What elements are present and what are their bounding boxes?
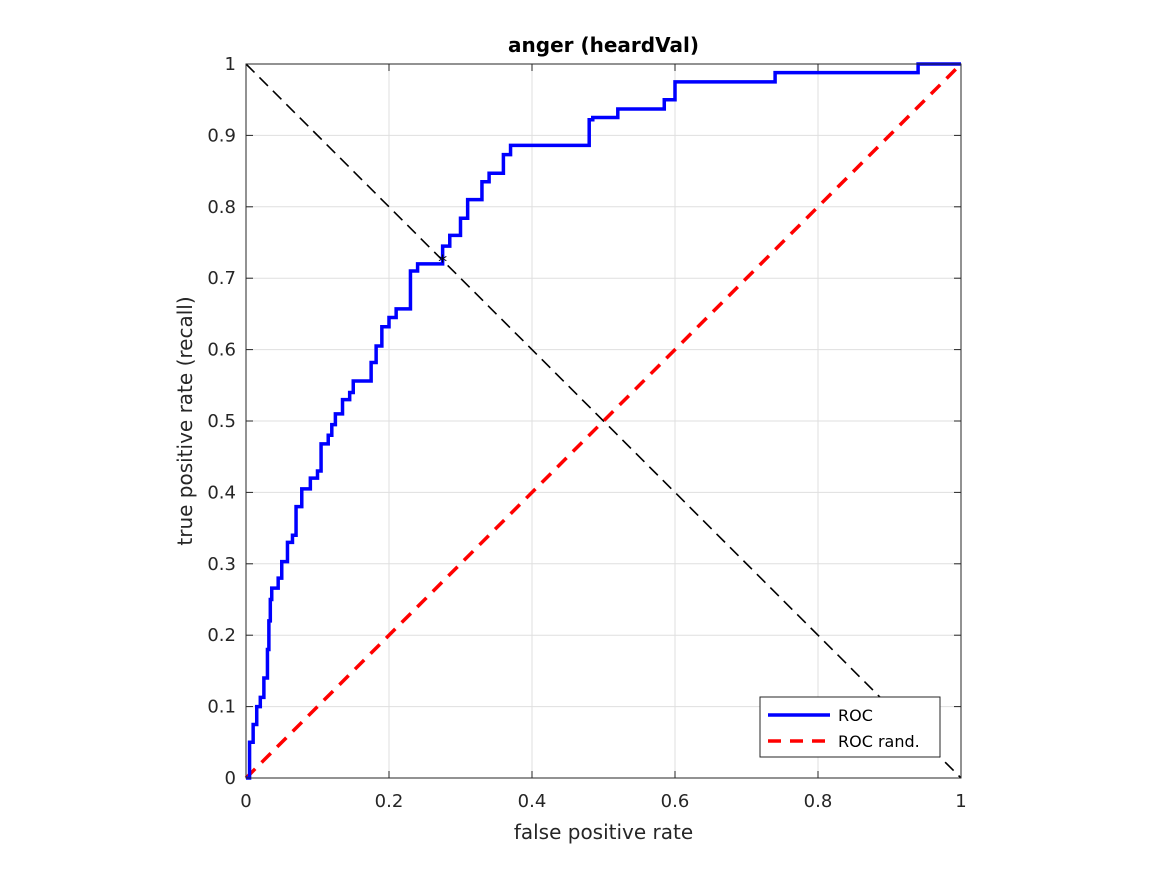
series-line-roc-rand: [244, 62, 963, 780]
x-tick-label: 0.4: [518, 791, 547, 812]
tick-labels: 0 0.2 0.4 0.6 0.8 1 0 0.1 0.2 0.3 0.4 0.5 0.6 0.7 0.8 0…: [207, 54, 966, 812]
y-tick-label: 0.1: [207, 697, 236, 718]
y-tick-label: 0.2: [207, 625, 236, 646]
y-axis-label: true positive rate (recall): [173, 296, 197, 545]
legend-box: [759, 696, 941, 758]
series-lines: *: [244, 62, 963, 780]
y-tick-label: 0: [225, 768, 236, 789]
legend-label-roc-rand: ROC rand.: [838, 732, 920, 751]
x-axis-label: false positive rate: [514, 820, 693, 844]
y-tick-label: 0.8: [207, 197, 236, 218]
y-tick-label: 0.3: [207, 554, 236, 575]
x-tick-label: 0.6: [661, 791, 690, 812]
y-tick-label: 0.5: [207, 411, 236, 432]
reference-diagonal-line: [245, 63, 962, 779]
chart-title: anger (heardVal): [508, 33, 699, 57]
x-tick-label: 0.2: [375, 791, 404, 812]
legend-label-roc: ROC: [838, 706, 873, 725]
y-tick-label: 0.4: [207, 482, 236, 503]
axes-box: [245, 63, 962, 779]
grid-lines: [246, 64, 961, 778]
y-tick-label: 0.9: [207, 125, 236, 146]
operating-point-marker: *: [438, 251, 447, 272]
y-tick-label: 0.7: [207, 268, 236, 289]
x-tick-label: 1: [955, 791, 966, 812]
y-tick-label: 0.6: [207, 340, 236, 361]
x-tick-label: 0.8: [804, 791, 833, 812]
series-line-roc: [246, 62, 961, 780]
y-tick-label: 1: [225, 54, 236, 75]
legend: ROC ROC rand.: [759, 696, 941, 758]
x-tick-label: 0: [240, 791, 251, 812]
